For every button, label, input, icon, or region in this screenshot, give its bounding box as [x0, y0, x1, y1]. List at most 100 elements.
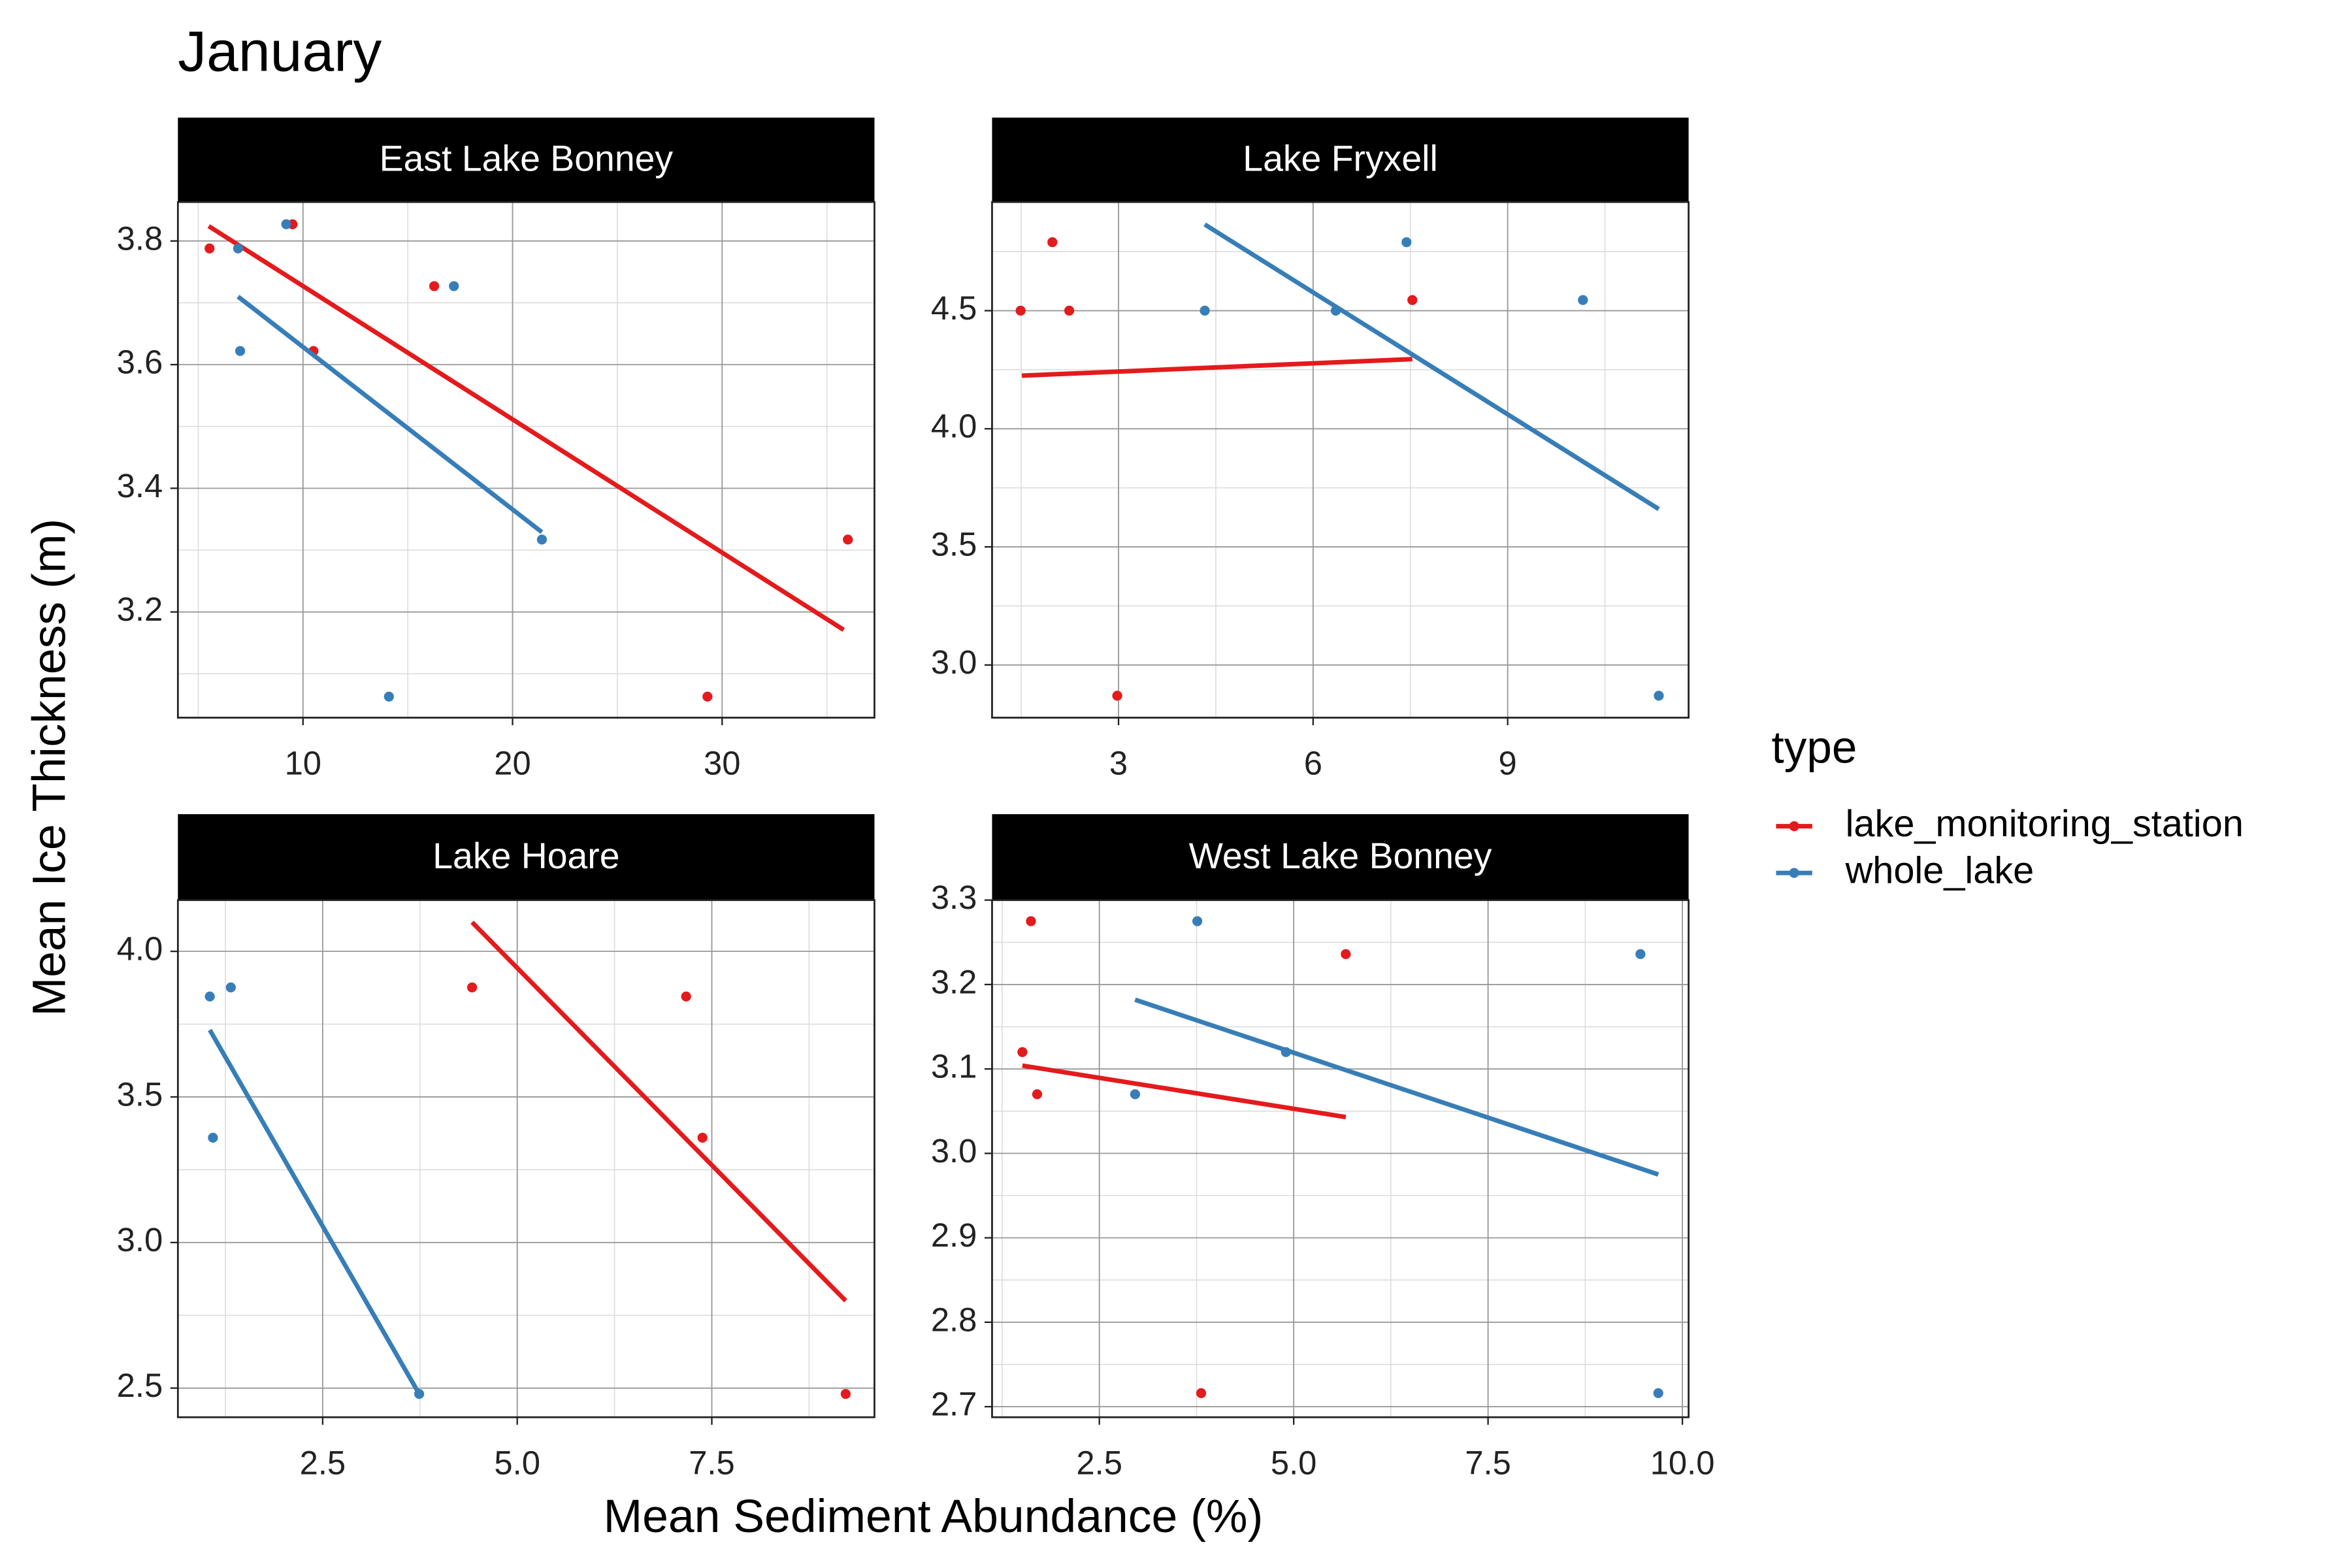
- trend-line: [1021, 357, 1413, 378]
- data-point: [536, 534, 547, 545]
- plot-border: [991, 201, 1690, 719]
- y-tick-label: 3.3: [931, 879, 977, 916]
- y-tick-label: 3.2: [931, 963, 977, 1000]
- x-tick-label: 9: [1499, 745, 1517, 782]
- x-tick-label: 7.5: [1465, 1444, 1511, 1481]
- x-tick-label: 30: [704, 745, 740, 782]
- x-tick-label: 2.5: [300, 1444, 346, 1481]
- x-tick-label: 2.5: [1076, 1444, 1122, 1481]
- x-tick-label: 6: [1304, 745, 1322, 782]
- data-point: [1112, 691, 1122, 701]
- y-tick-label: 3.8: [117, 220, 163, 257]
- data-point: [225, 982, 236, 993]
- data-point: [697, 1132, 708, 1143]
- x-tick-label: 7.5: [689, 1444, 735, 1481]
- data-point: [1017, 1047, 1028, 1057]
- data-point: [1064, 305, 1075, 316]
- legend-label: lake_monitoring_station: [1846, 803, 2244, 845]
- data-point: [1654, 691, 1664, 701]
- x-tick-label: 20: [494, 745, 531, 782]
- data-point: [843, 534, 853, 545]
- chart-title: January: [178, 20, 382, 84]
- y-tick-label: 4.0: [931, 408, 977, 445]
- facet-strip: [178, 118, 875, 203]
- x-tick-label: 5.0: [494, 1444, 540, 1481]
- facet-strip: [992, 118, 1689, 203]
- data-point: [208, 1132, 218, 1143]
- plot-border: [991, 899, 1690, 1418]
- y-tick-label: 2.5: [117, 1367, 163, 1404]
- y-tick-label: 3.0: [931, 644, 977, 681]
- data-point: [204, 243, 215, 253]
- facet-title: Lake Hoare: [433, 836, 619, 876]
- legend-label: whole_lake: [1845, 849, 2034, 891]
- x-tick-label: 10: [285, 745, 321, 782]
- legend-title: type: [1772, 722, 1857, 773]
- trend-line: [208, 1028, 421, 1396]
- y-tick-label: 2.9: [931, 1217, 977, 1254]
- y-tick-label: 3.0: [931, 1132, 977, 1169]
- trend-line: [207, 224, 845, 632]
- y-tick-label: 3.5: [117, 1075, 163, 1113]
- data-point: [466, 982, 478, 993]
- data-point: [1653, 1388, 1663, 1399]
- data-point: [281, 219, 291, 229]
- data-point: [1578, 295, 1588, 305]
- data-point: [1047, 237, 1058, 248]
- data-point: [1032, 1089, 1043, 1100]
- data-point: [1192, 916, 1203, 926]
- facet-title: East Lake Bonney: [380, 139, 674, 179]
- data-point: [449, 281, 459, 291]
- plot-background: [178, 900, 875, 1418]
- facet-title: West Lake Bonney: [1189, 836, 1492, 876]
- trend-line: [1022, 1063, 1347, 1120]
- data-point: [1341, 949, 1351, 960]
- x-tick-label: 5.0: [1271, 1444, 1317, 1481]
- x-tick-label: 3: [1109, 745, 1128, 782]
- plot-border: [176, 899, 875, 1418]
- trend-line: [470, 921, 847, 1303]
- y-tick-label: 4.5: [931, 289, 977, 327]
- y-tick-label: 3.1: [931, 1048, 977, 1085]
- data-point: [204, 991, 215, 1002]
- plot-background: [992, 202, 1689, 718]
- x-tick-label: 10.0: [1650, 1444, 1715, 1481]
- data-point: [233, 243, 243, 253]
- y-tick-label: 3.4: [117, 467, 163, 504]
- plot-border: [176, 201, 875, 719]
- trend-line: [237, 295, 544, 534]
- y-axis-label: Mean Ice Thickness (m): [24, 519, 76, 1017]
- facet-strip: [178, 814, 875, 900]
- data-point: [235, 346, 246, 356]
- y-tick-label: 2.7: [931, 1385, 977, 1422]
- plot-background: [178, 202, 875, 718]
- data-point: [384, 691, 394, 702]
- data-point: [1196, 1388, 1207, 1399]
- trend-line: [1134, 997, 1659, 1177]
- y-tick-label: 2.8: [931, 1301, 977, 1338]
- data-point: [1026, 916, 1036, 926]
- data-point: [1130, 1089, 1141, 1100]
- facet-strip: [992, 814, 1689, 900]
- data-point: [681, 991, 691, 1002]
- data-point: [429, 281, 440, 291]
- data-point: [1635, 949, 1646, 960]
- legend-key: [1789, 868, 1799, 878]
- data-point: [1401, 237, 1412, 248]
- data-point: [1015, 305, 1026, 316]
- x-axis-label: Mean Sediment Abundance (%): [604, 1490, 1264, 1543]
- facet-title: Lake Fryxell: [1243, 139, 1438, 179]
- y-tick-label: 4.0: [117, 930, 163, 968]
- y-tick-label: 3.2: [117, 591, 163, 628]
- plot-background: [992, 900, 1689, 1418]
- data-point: [1200, 305, 1210, 316]
- legend-key: [1789, 821, 1799, 832]
- y-tick-label: 3.6: [117, 344, 163, 381]
- data-point: [1407, 295, 1418, 305]
- y-tick-label: 3.0: [117, 1221, 163, 1258]
- data-point: [702, 691, 713, 702]
- data-point: [840, 1388, 851, 1399]
- y-tick-label: 3.5: [931, 525, 977, 563]
